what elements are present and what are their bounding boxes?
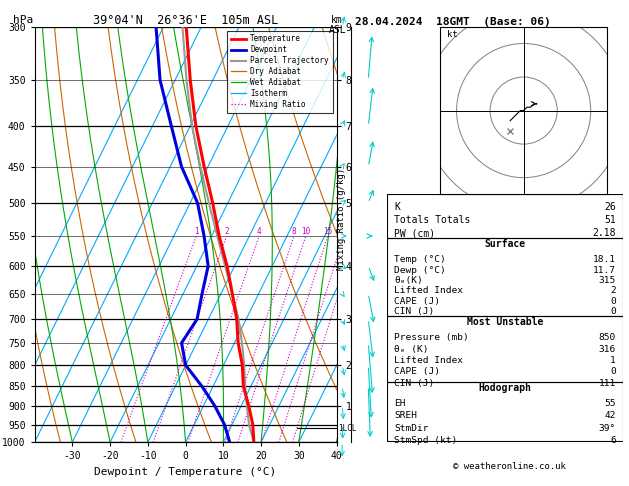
Text: 10: 10 [301,227,311,236]
Title: 39°04'N  26°36'E  105m ASL: 39°04'N 26°36'E 105m ASL [93,14,278,27]
Bar [387,316,623,382]
Text: 0: 0 [610,367,616,376]
Text: StmSpd (kt): StmSpd (kt) [394,436,457,445]
Text: StmDir: StmDir [394,424,428,433]
Text: CIN (J): CIN (J) [394,379,434,388]
Text: Totals Totals: Totals Totals [394,215,470,225]
Text: © weatheronline.co.uk: © weatheronline.co.uk [453,462,566,471]
Text: CAPE (J): CAPE (J) [394,367,440,376]
Text: Dewp (°C): Dewp (°C) [394,265,446,275]
Text: 2: 2 [225,227,229,236]
Text: 8: 8 [292,227,296,236]
Text: Mixing Ratio (g/kg): Mixing Ratio (g/kg) [337,168,346,270]
Text: 55: 55 [604,399,616,408]
Text: 2.18: 2.18 [592,228,616,238]
Text: 111: 111 [598,379,616,388]
Text: CAPE (J): CAPE (J) [394,297,440,306]
Text: 1LCL: 1LCL [338,424,357,433]
Bar [387,238,623,316]
Text: 15: 15 [323,227,333,236]
Text: 26: 26 [604,202,616,212]
Text: Hodograph: Hodograph [478,383,532,393]
Text: EH: EH [394,399,406,408]
Text: 316: 316 [598,345,616,354]
Text: θₑ(K): θₑ(K) [394,276,423,285]
Text: kt: kt [447,30,457,39]
Text: hPa: hPa [13,15,33,25]
Text: θₑ (K): θₑ (K) [394,345,428,354]
Text: 2: 2 [610,286,616,295]
Text: SREH: SREH [394,411,417,420]
Text: 51: 51 [604,215,616,225]
Text: 1: 1 [610,356,616,365]
Text: 39°: 39° [598,424,616,433]
Text: 18.1: 18.1 [593,255,616,264]
Text: Temp (°C): Temp (°C) [394,255,446,264]
Text: Pressure (mb): Pressure (mb) [394,333,469,342]
Text: K: K [394,202,400,212]
Text: Lifted Index: Lifted Index [394,356,463,365]
X-axis label: Dewpoint / Temperature (°C): Dewpoint / Temperature (°C) [94,467,277,477]
Text: Surface: Surface [484,239,525,249]
Text: Lifted Index: Lifted Index [394,286,463,295]
Text: 850: 850 [598,333,616,342]
Bar [387,382,623,441]
Text: 4: 4 [257,227,262,236]
Text: PW (cm): PW (cm) [394,228,435,238]
Text: 6: 6 [610,436,616,445]
Text: CIN (J): CIN (J) [394,307,434,316]
Text: km
ASL: km ASL [328,15,346,35]
Text: 1: 1 [194,227,199,236]
Text: 0: 0 [610,307,616,316]
Text: 315: 315 [598,276,616,285]
Legend: Temperature, Dewpoint, Parcel Trajectory, Dry Adiabat, Wet Adiabat, Isotherm, Mi: Temperature, Dewpoint, Parcel Trajectory… [227,31,333,113]
Text: 28.04.2024  18GMT  (Base: 06): 28.04.2024 18GMT (Base: 06) [355,17,551,27]
Text: 11.7: 11.7 [593,265,616,275]
Text: 0: 0 [610,297,616,306]
Text: Most Unstable: Most Unstable [467,317,543,327]
Bar [387,194,623,238]
Text: 42: 42 [604,411,616,420]
